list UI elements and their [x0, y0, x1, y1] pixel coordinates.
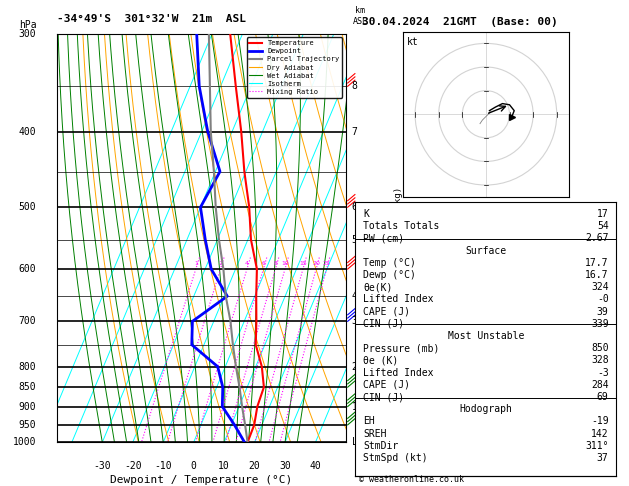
- Text: 850: 850: [591, 343, 609, 353]
- Text: 1000: 1000: [13, 437, 36, 447]
- Text: 8: 8: [352, 81, 358, 91]
- Text: 4: 4: [352, 291, 358, 301]
- Text: 2: 2: [218, 261, 223, 266]
- Text: 7: 7: [352, 126, 358, 137]
- Text: 40: 40: [309, 461, 321, 470]
- Text: 850: 850: [19, 382, 36, 392]
- Text: 30.04.2024  21GMT  (Base: 00): 30.04.2024 21GMT (Base: 00): [362, 17, 557, 27]
- Text: 600: 600: [19, 264, 36, 274]
- Text: -0: -0: [597, 295, 609, 304]
- Text: -3: -3: [597, 368, 609, 378]
- Text: LCL: LCL: [352, 437, 369, 447]
- Text: 800: 800: [19, 362, 36, 372]
- Text: SREH: SREH: [363, 429, 387, 439]
- Text: 6: 6: [262, 261, 265, 266]
- Text: 311°: 311°: [585, 441, 609, 451]
- Text: Temp (°C): Temp (°C): [363, 258, 416, 268]
- Text: Most Unstable: Most Unstable: [448, 331, 524, 341]
- Text: -30: -30: [94, 461, 111, 470]
- Text: © weatheronline.co.uk: © weatheronline.co.uk: [359, 474, 464, 484]
- Text: 339: 339: [591, 319, 609, 329]
- Text: K: K: [363, 209, 369, 219]
- Text: Dewpoint / Temperature (°C): Dewpoint / Temperature (°C): [110, 475, 292, 485]
- Text: 54: 54: [597, 221, 609, 231]
- Text: 30: 30: [279, 461, 291, 470]
- Text: km
ASL: km ASL: [353, 6, 368, 26]
- Text: 6: 6: [352, 202, 358, 212]
- Text: -34°49'S  301°32'W  21m  ASL: -34°49'S 301°32'W 21m ASL: [57, 14, 245, 24]
- Text: CAPE (J): CAPE (J): [363, 380, 410, 390]
- Text: Lifted Index: Lifted Index: [363, 368, 434, 378]
- Text: Surface: Surface: [465, 245, 506, 256]
- Text: Hodograph: Hodograph: [459, 404, 513, 414]
- Text: 1: 1: [352, 401, 358, 412]
- Text: 20: 20: [248, 461, 260, 470]
- Text: 900: 900: [19, 401, 36, 412]
- Text: hPa: hPa: [19, 20, 36, 30]
- Text: StmDir: StmDir: [363, 441, 398, 451]
- Text: Pressure (mb): Pressure (mb): [363, 343, 440, 353]
- Text: 20: 20: [312, 261, 320, 266]
- Text: 15: 15: [299, 261, 307, 266]
- Text: 142: 142: [591, 429, 609, 439]
- Text: 25: 25: [323, 261, 330, 266]
- Text: -19: -19: [591, 417, 609, 427]
- Text: 950: 950: [19, 420, 36, 430]
- Text: 16.7: 16.7: [585, 270, 609, 280]
- Text: θe (K): θe (K): [363, 355, 398, 365]
- Text: 37: 37: [597, 453, 609, 463]
- Text: Mixing Ratio (g/kg): Mixing Ratio (g/kg): [394, 187, 403, 289]
- Text: 39: 39: [597, 307, 609, 317]
- Text: 2: 2: [352, 362, 358, 372]
- Text: θe(K): θe(K): [363, 282, 392, 292]
- Text: 10: 10: [281, 261, 289, 266]
- Text: CIN (J): CIN (J): [363, 319, 404, 329]
- Legend: Temperature, Dewpoint, Parcel Trajectory, Dry Adiabat, Wet Adiabat, Isotherm, Mi: Temperature, Dewpoint, Parcel Trajectory…: [247, 37, 342, 98]
- Text: 10: 10: [218, 461, 230, 470]
- Text: 400: 400: [19, 126, 36, 137]
- Text: 8: 8: [274, 261, 277, 266]
- Text: CIN (J): CIN (J): [363, 392, 404, 402]
- Text: 5: 5: [352, 235, 358, 244]
- Text: 69: 69: [597, 392, 609, 402]
- Text: 0: 0: [191, 461, 197, 470]
- Text: 700: 700: [19, 316, 36, 326]
- Text: 2.67: 2.67: [585, 233, 609, 243]
- Text: kt: kt: [406, 36, 418, 47]
- Text: 328: 328: [591, 355, 609, 365]
- Text: 17.7: 17.7: [585, 258, 609, 268]
- Text: 3: 3: [352, 316, 358, 326]
- Text: EH: EH: [363, 417, 375, 427]
- Text: Totals Totals: Totals Totals: [363, 221, 440, 231]
- Text: 284: 284: [591, 380, 609, 390]
- Text: 300: 300: [19, 29, 36, 39]
- Text: CAPE (J): CAPE (J): [363, 307, 410, 317]
- Text: 17: 17: [597, 209, 609, 219]
- Text: Lifted Index: Lifted Index: [363, 295, 434, 304]
- Text: 4: 4: [245, 261, 249, 266]
- Text: 1: 1: [194, 261, 198, 266]
- Text: 324: 324: [591, 282, 609, 292]
- Text: 500: 500: [19, 202, 36, 212]
- Text: -20: -20: [124, 461, 142, 470]
- Text: Dewp (°C): Dewp (°C): [363, 270, 416, 280]
- Text: StmSpd (kt): StmSpd (kt): [363, 453, 428, 463]
- Text: -10: -10: [154, 461, 172, 470]
- Text: PW (cm): PW (cm): [363, 233, 404, 243]
